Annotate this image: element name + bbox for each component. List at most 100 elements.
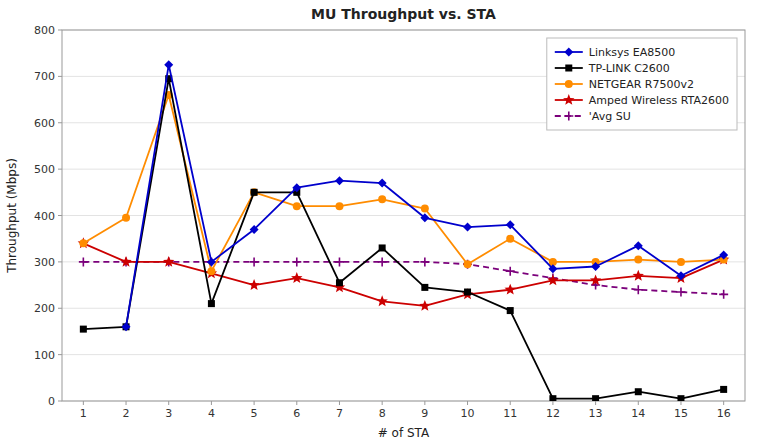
point (79, 257, 88, 266)
point (250, 257, 259, 266)
x-tick-label: 8 (379, 407, 386, 420)
point (720, 386, 727, 393)
point (506, 235, 514, 243)
point (335, 257, 344, 266)
point (634, 241, 643, 250)
y-tick-label: 400 (34, 210, 55, 223)
point (248, 279, 259, 290)
point (79, 239, 87, 247)
y-tick (58, 76, 62, 77)
x-tick-label: 4 (208, 407, 215, 420)
legend-marker (564, 48, 573, 57)
x-tick-label: 10 (461, 407, 475, 420)
grid-line (62, 169, 745, 170)
legend: Linksys EA8500TP-LINK C2600NETGEAR R7500… (547, 38, 737, 130)
y-tick-label: 700 (34, 70, 55, 83)
point (464, 289, 471, 296)
point (379, 244, 386, 251)
point (505, 284, 516, 295)
y-tick-label: 500 (34, 163, 55, 176)
x-tick-label: 15 (674, 407, 688, 420)
y-tick (58, 169, 62, 170)
grid-line (62, 354, 745, 355)
point (677, 258, 685, 266)
point (376, 295, 387, 306)
y-tick-label: 800 (34, 24, 55, 37)
point (336, 279, 343, 286)
y-tick-label: 100 (34, 349, 55, 362)
legend-marker (565, 65, 572, 72)
point (676, 288, 685, 297)
x-tick (168, 401, 169, 405)
grid-line (62, 308, 745, 309)
x-tick-label: 5 (251, 407, 258, 420)
x-tick (595, 401, 596, 405)
point (292, 183, 301, 192)
point (122, 214, 130, 222)
x-tick-label: 14 (631, 407, 645, 420)
x-axis-label: # of STA (378, 426, 430, 440)
x-tick (83, 401, 84, 405)
point (207, 267, 215, 275)
point (634, 256, 642, 264)
x-tick (382, 401, 383, 405)
y-tick-label: 200 (34, 302, 55, 315)
point (506, 220, 515, 229)
grid (62, 30, 745, 401)
x-tick-label: 9 (421, 407, 428, 420)
x-tick-label: 12 (546, 407, 560, 420)
point (548, 264, 557, 273)
x-tick (339, 401, 340, 405)
legend-marker (564, 112, 573, 121)
point (590, 274, 601, 285)
point (420, 257, 429, 266)
point (633, 270, 644, 281)
point (463, 223, 472, 232)
point (419, 300, 430, 311)
x-tick (552, 401, 553, 405)
point (251, 189, 258, 196)
y-tick (58, 30, 62, 31)
x-tick (723, 401, 724, 405)
point (122, 322, 131, 331)
point (293, 202, 301, 210)
x-tick (638, 401, 639, 405)
point (163, 256, 174, 267)
legend-label: NETGEAR R7500v2 (589, 78, 694, 91)
point (378, 179, 387, 188)
series-line (83, 95, 723, 271)
legend-box (547, 38, 737, 130)
point (421, 205, 429, 213)
x-tick-label: 2 (123, 407, 130, 420)
point (506, 267, 515, 276)
point (635, 388, 642, 395)
y-tick-label: 600 (34, 117, 55, 130)
x-tick (211, 401, 212, 405)
legend-label: TP-LINK C2600 (588, 62, 670, 75)
series (122, 60, 729, 331)
point (592, 395, 599, 401)
point (378, 257, 387, 266)
x-tick-label: 6 (293, 407, 300, 420)
y-tick (58, 354, 62, 355)
y-axis-label: Throughput (Mbps) (5, 158, 19, 274)
axes: 1234567891011121314151601002003004005006… (34, 24, 731, 420)
y-tick (58, 401, 62, 402)
x-tick (680, 401, 681, 405)
point (719, 250, 728, 259)
x-tick-label: 7 (336, 407, 343, 420)
plot-frame (62, 30, 745, 401)
point (378, 195, 386, 203)
point (335, 202, 343, 210)
legend-label: 'Avg SU (589, 110, 631, 123)
point (507, 307, 514, 314)
point (80, 326, 87, 333)
x-tick (467, 401, 468, 405)
legend-marker (563, 94, 574, 105)
point (547, 274, 558, 285)
legend-label: Amped Wireless RTA2600 (589, 94, 729, 107)
point (634, 285, 643, 294)
x-tick-label: 1 (80, 407, 87, 420)
y-tick-label: 300 (34, 256, 55, 269)
x-tick-label: 13 (589, 407, 603, 420)
